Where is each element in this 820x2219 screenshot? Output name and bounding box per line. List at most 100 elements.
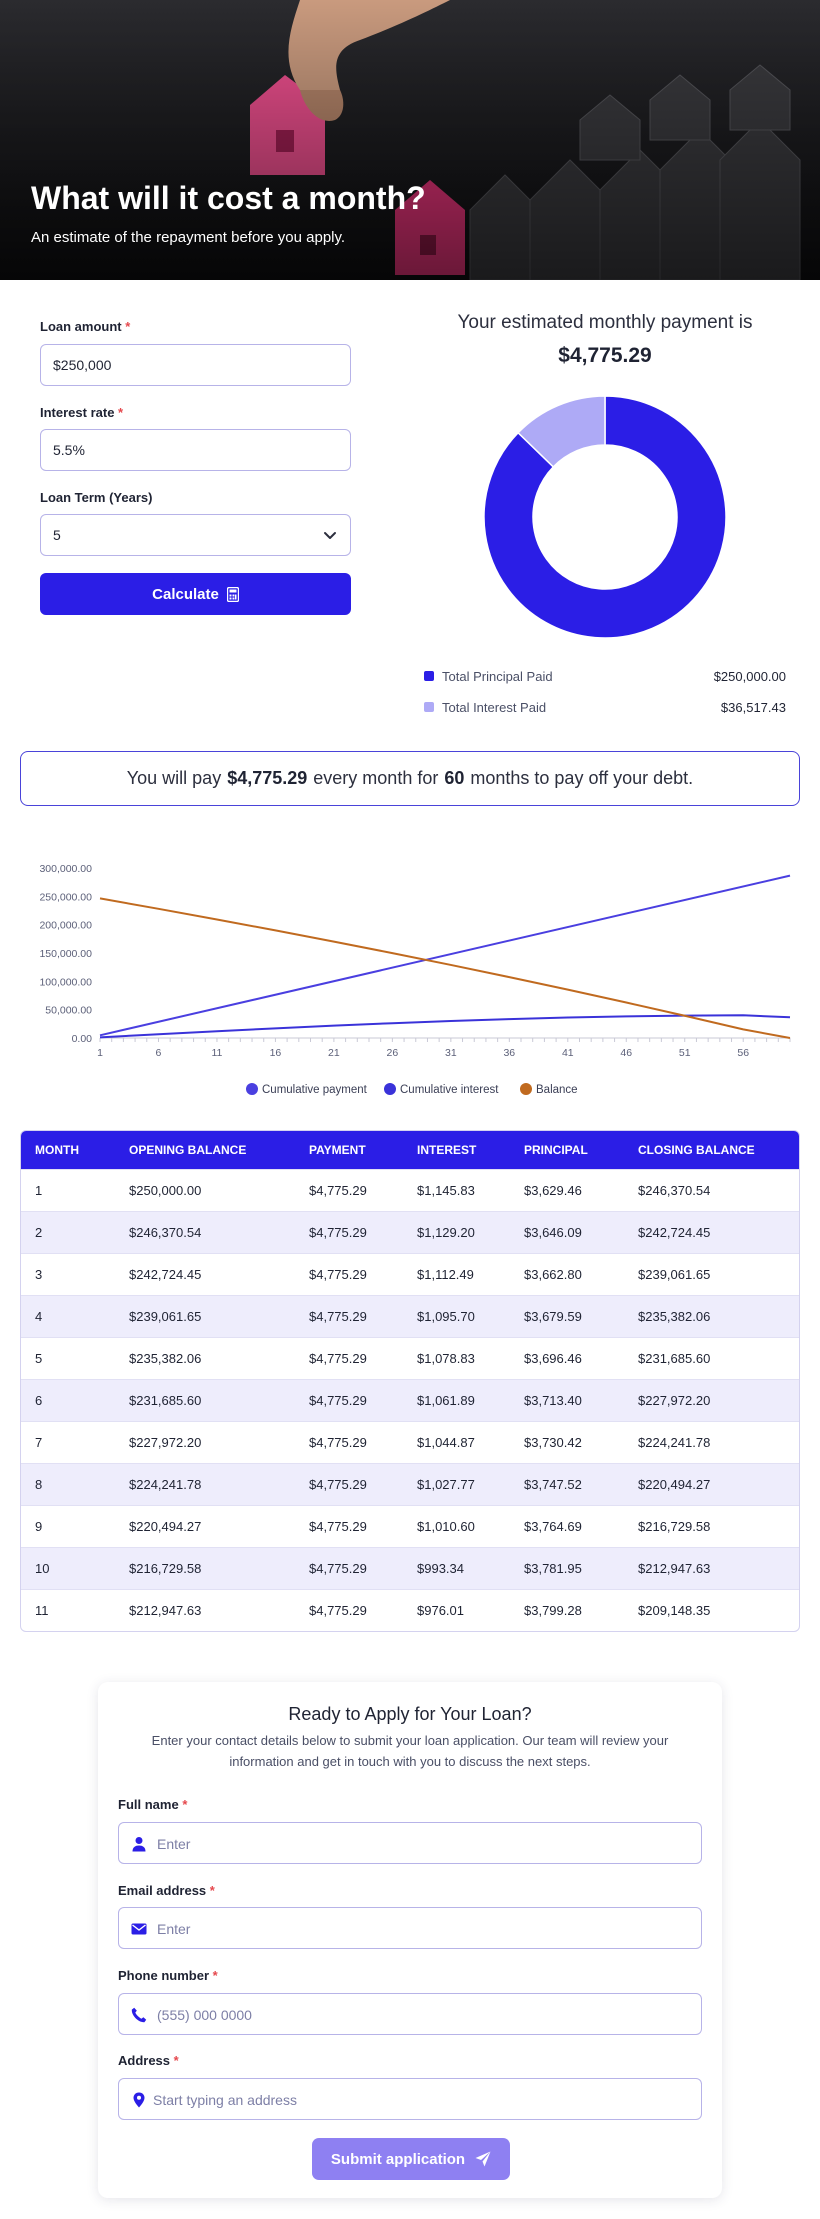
full-name-placeholder: Enter (157, 1836, 191, 1852)
table-cell: $4,775.29 (309, 1225, 367, 1240)
table-cell: $4,775.29 (309, 1393, 367, 1408)
table-cell: $3,646.09 (524, 1225, 582, 1240)
required-mark: * (173, 2053, 179, 2068)
calculate-label: Calculate (152, 585, 219, 603)
x-tick-label: 1 (97, 1047, 103, 1059)
loan-term-label: Loan Term (Years) (40, 490, 153, 505)
table-cell: $1,010.60 (417, 1519, 475, 1534)
table-cell: $212,947.63 (129, 1603, 202, 1618)
required-mark: * (118, 405, 124, 420)
legend-marker (246, 1083, 258, 1095)
table-cell: $4,775.29 (309, 1267, 367, 1282)
y-tick-label: 300,000.00 (39, 863, 92, 875)
summary-middle: every month for (313, 768, 439, 788)
envelope-icon (131, 1923, 147, 1935)
x-tick-label: 11 (211, 1047, 222, 1059)
table-cell: $1,078.83 (417, 1351, 475, 1366)
table-cell: $4,775.29 (309, 1561, 367, 1576)
table-row: 9 $220,494.27 $4,775.29 $1,010.60 $3,764.69 $… (21, 1505, 799, 1547)
calculate-button[interactable]: Calculate (40, 573, 351, 615)
series-line-cumulative-interest (99, 1014, 791, 1039)
required-mark: * (212, 1968, 218, 1983)
column-header: PAYMENT (309, 1143, 366, 1157)
email-label: Email address * (118, 1883, 215, 1898)
x-tick-label: 21 (328, 1047, 340, 1059)
user-icon (132, 1837, 146, 1852)
legend-label: Cumulative payment (262, 1084, 368, 1096)
amortization-table: MONTH OPENING BALANCE PAYMENT INTEREST PRINC… (20, 1130, 800, 1632)
loan-term-value: 5 (53, 527, 61, 543)
table-cell: $3,662.80 (524, 1267, 582, 1282)
table-header: MONTH OPENING BALANCE PAYMENT INTEREST PRINC… (21, 1131, 799, 1169)
table-body: 1 $250,000.00 $4,775.29 $1,145.83 $3,629.46 $… (21, 1169, 799, 1631)
table-cell: $209,148.35 (638, 1603, 711, 1618)
table-cell: $224,241.78 (638, 1435, 711, 1450)
table-cell: $4,775.29 (309, 1183, 367, 1198)
x-tick-label: 56 (737, 1047, 749, 1059)
legend-swatch-interest (424, 702, 434, 712)
interest-rate-value: 5.5% (53, 442, 85, 458)
table-cell: $1,095.70 (417, 1309, 475, 1324)
legend-interest: Total Interest Paid $36,517.43 (424, 699, 786, 717)
interest-rate-input[interactable]: 5.5% (40, 429, 351, 471)
submit-application-button[interactable]: Submit application (312, 2138, 510, 2180)
table-cell: $4,775.29 (309, 1519, 367, 1534)
loan-amount-input[interactable]: $250,000 (40, 344, 351, 386)
table-cell: $235,382.06 (638, 1309, 711, 1324)
application-title: Ready to Apply for Your Loan? (288, 1704, 532, 1724)
calculator-icon (226, 586, 239, 602)
table-row: 5 $235,382.06 $4,775.29 $1,078.83 $3,696.46 $… (21, 1337, 799, 1379)
table-cell: $216,729.58 (129, 1561, 202, 1576)
full-name-field[interactable]: Enter (118, 1822, 702, 1864)
table-cell: $3,629.46 (524, 1183, 582, 1198)
table-cell: $3,679.59 (524, 1309, 582, 1324)
table-cell: 10 (35, 1561, 50, 1576)
hero-banner: What will it cost a month? An estimate o… (0, 0, 820, 280)
table-cell: $4,775.29 (309, 1435, 367, 1450)
table-cell: 9 (35, 1519, 43, 1534)
required-mark: * (125, 319, 131, 334)
table-cell: $216,729.58 (638, 1519, 711, 1534)
table-cell: $976.01 (417, 1603, 464, 1618)
phone-placeholder: (555) 000 0000 (157, 2007, 252, 2023)
column-header: CLOSING BALANCE (638, 1143, 755, 1157)
series-line-balance (99, 897, 791, 1039)
table-row: 11 $212,947.63 $4,775.29 $976.01 $3,799.28 $2… (21, 1589, 799, 1631)
y-tick-label: 250,000.00 (39, 891, 92, 903)
required-mark: * (182, 1797, 188, 1812)
address-label-text: Address (118, 2053, 171, 2068)
table-cell: $231,685.60 (129, 1393, 202, 1408)
column-header: OPENING BALANCE (129, 1143, 247, 1157)
table-row: 3 $242,724.45 $4,775.29 $1,112.49 $3,662.80 $… (21, 1253, 799, 1295)
legend-label: Total Interest Paid (442, 700, 547, 715)
table-cell: 11 (35, 1603, 49, 1618)
summary-suffix: months to pay off your debt. (470, 768, 694, 788)
table-cell: $3,713.40 (524, 1393, 582, 1408)
payment-donut-chart (483, 395, 727, 639)
email-field[interactable]: Enter (118, 1907, 702, 1949)
legend-value: $250,000.00 (713, 669, 786, 684)
table-cell: $4,775.29 (309, 1603, 367, 1618)
address-label: Address * (118, 2053, 179, 2068)
x-tick-label: 31 (445, 1047, 457, 1059)
table-cell: $246,370.54 (129, 1225, 202, 1240)
address-field[interactable]: Start typing an address (118, 2078, 702, 2120)
x-tick-label: 41 (562, 1047, 574, 1059)
table-cell: $242,724.45 (129, 1267, 202, 1282)
table-cell: $242,724.45 (638, 1225, 711, 1240)
table-row: 4 $239,061.65 $4,775.29 $1,095.70 $3,679.59 $… (21, 1295, 799, 1337)
y-tick-label: 0.00 (72, 1033, 93, 1045)
table-cell: $1,061.89 (417, 1393, 475, 1408)
table-cell: 4 (35, 1309, 43, 1324)
donut-slice-interest (517, 395, 606, 468)
table-cell: $239,061.65 (638, 1267, 711, 1282)
table-cell: 2 (35, 1225, 43, 1240)
table-cell: $220,494.27 (638, 1477, 711, 1492)
loan-term-select[interactable]: 5 (40, 514, 351, 556)
phone-label-text: Phone number (118, 1968, 210, 1983)
table-cell: $250,000.00 (129, 1183, 202, 1198)
loan-amount-label-text: Loan amount (40, 319, 122, 334)
phone-field[interactable]: (555) 000 0000 (118, 1993, 702, 2035)
table-cell: 5 (35, 1351, 43, 1366)
table-cell: 1 (35, 1183, 43, 1198)
